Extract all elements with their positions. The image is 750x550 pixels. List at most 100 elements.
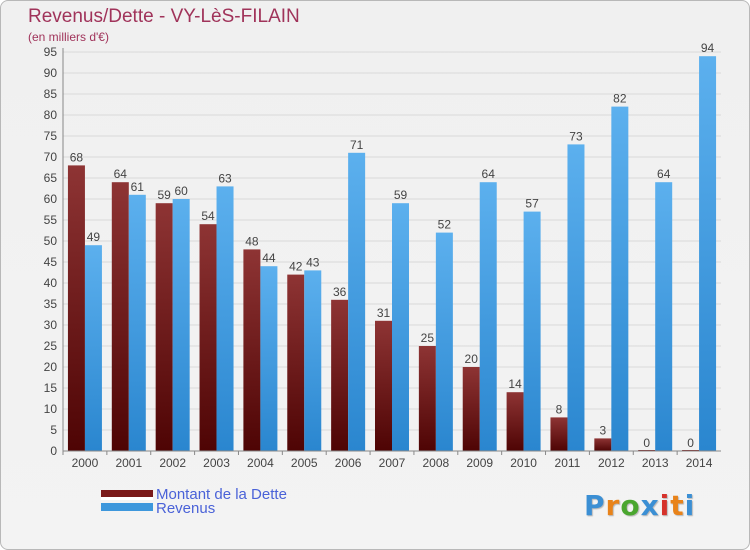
x-tick-label: 2000 <box>72 456 99 470</box>
data-label: 82 <box>613 92 627 106</box>
x-tick-label: 2010 <box>510 456 537 470</box>
x-tick-label: 2009 <box>466 456 493 470</box>
y-tick-label: 30 <box>44 318 58 332</box>
x-tick-label: 2012 <box>598 456 625 470</box>
y-axis-ticks: 0 5 10 15 20 25 30 35 40 45 50 55 60 65 70 75 80 85 90 95 <box>44 45 58 458</box>
bar-dette <box>287 274 305 451</box>
data-label: 49 <box>87 230 101 244</box>
y-tick-label: 10 <box>44 402 58 416</box>
bar-revenus <box>435 232 453 451</box>
y-tick-label: 15 <box>44 381 58 395</box>
proxiti-logo: Proxiti <box>584 489 696 522</box>
bar-revenus <box>348 152 366 452</box>
y-tick-label: 20 <box>44 360 58 374</box>
bar-dette <box>418 346 436 451</box>
y-tick-label: 0 <box>50 444 57 458</box>
data-label: 52 <box>438 218 452 232</box>
y-tick-label: 75 <box>44 129 58 143</box>
x-tick-label: 2011 <box>555 456 581 470</box>
y-tick-label: 90 <box>44 66 58 80</box>
data-label: 3 <box>599 423 606 437</box>
bar-revenus <box>304 270 322 451</box>
y-tick-label: 40 <box>44 276 58 290</box>
bar-dette <box>111 182 129 451</box>
data-label: 20 <box>465 352 479 366</box>
y-tick-label: 45 <box>44 255 58 269</box>
data-label: 59 <box>394 188 408 202</box>
x-tick-label: 2002 <box>159 456 186 470</box>
data-label: 8 <box>556 402 563 416</box>
chart-subtitle: (en milliers d'€) <box>28 30 109 44</box>
data-label: 42 <box>289 260 303 274</box>
bar-dette <box>155 203 173 451</box>
legend-label-revenus: Revenus <box>156 500 216 517</box>
chart-title: Revenus/Dette - VY-LèS-FILAIN <box>28 6 300 27</box>
bar-dette <box>243 249 261 451</box>
x-tick-label: 2006 <box>335 456 362 470</box>
data-label: 36 <box>333 285 347 299</box>
y-tick-label: 5 <box>50 423 57 437</box>
bar-revenus <box>611 106 629 451</box>
y-tick-label: 70 <box>44 150 58 164</box>
x-tick-label: 2013 <box>642 456 669 470</box>
x-tick-label: 2004 <box>247 456 274 470</box>
y-tick-label: 85 <box>44 87 58 101</box>
y-tick-label: 60 <box>44 192 58 206</box>
legend-label-dette: Montant de la Dette <box>156 486 287 503</box>
data-label: 43 <box>306 255 320 269</box>
legend-swatch-dette <box>101 490 153 497</box>
bar-dette <box>199 224 217 451</box>
bar-revenus <box>523 211 541 451</box>
bar-revenus <box>84 245 102 451</box>
x-tick-label: 2003 <box>203 456 230 470</box>
bar-revenus <box>567 144 585 451</box>
data-label: 0 <box>643 436 650 450</box>
data-label: 57 <box>525 197 539 211</box>
x-tick-label: 2001 <box>115 456 142 470</box>
x-tick-label: 2007 <box>379 456 406 470</box>
y-tick-label: 65 <box>44 171 58 185</box>
data-label: 0 <box>687 436 694 450</box>
data-label: 54 <box>201 209 215 223</box>
bar-dette <box>550 417 568 451</box>
bar-dette <box>67 165 85 451</box>
bar-dette <box>462 367 480 451</box>
x-axis-ticks: 2000 2001 2002 2003 2004 2005 2006 2007 2008 2009… <box>62 451 713 470</box>
bar-revenus <box>128 194 146 452</box>
data-label: 48 <box>245 234 259 248</box>
data-label: 73 <box>569 129 583 143</box>
data-label: 61 <box>131 180 145 194</box>
y-tick-label: 25 <box>44 339 58 353</box>
bar-dette <box>506 392 524 451</box>
bar-revenus <box>172 199 190 451</box>
bar-revenus <box>655 182 673 451</box>
legend-swatches <box>101 490 153 511</box>
data-label: 63 <box>218 171 232 185</box>
x-tick-label: 2008 <box>423 456 450 470</box>
bar-revenus <box>260 266 278 451</box>
data-label: 68 <box>70 150 84 164</box>
data-label: 64 <box>482 167 496 181</box>
data-label: 14 <box>508 377 522 391</box>
bar-revenus <box>392 203 409 451</box>
data-label: 64 <box>114 167 128 181</box>
axes <box>62 48 721 452</box>
legend-swatch-revenus <box>101 503 153 511</box>
bar-revenus <box>479 182 497 451</box>
y-tick-label: 50 <box>44 234 58 248</box>
data-label: 60 <box>174 184 188 198</box>
data-label: 59 <box>157 188 171 202</box>
bar-dette <box>375 320 392 451</box>
data-label: 64 <box>657 167 671 181</box>
data-label: 94 <box>701 41 715 55</box>
y-tick-label: 35 <box>44 297 58 311</box>
data-label: 71 <box>350 138 364 152</box>
data-label: 44 <box>262 251 276 265</box>
x-tick-label: 2005 <box>291 456 318 470</box>
bar-revenus <box>699 56 717 451</box>
y-tick-label: 95 <box>44 45 58 59</box>
bar-revenus <box>216 186 234 451</box>
